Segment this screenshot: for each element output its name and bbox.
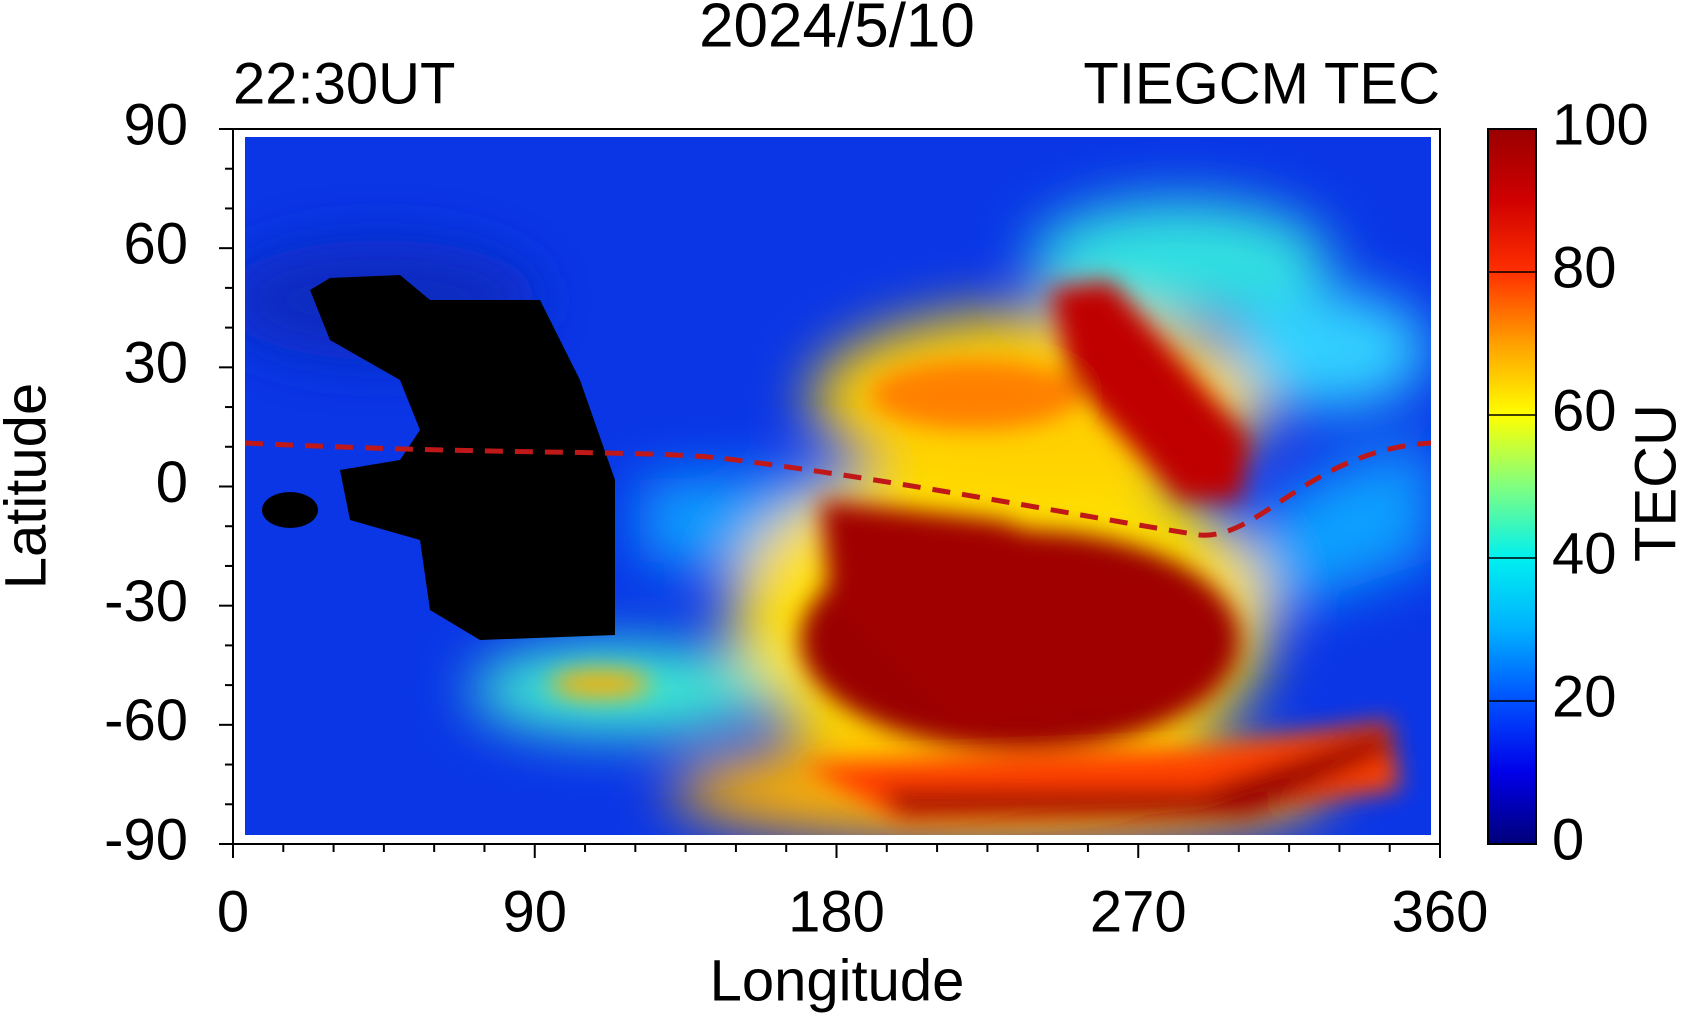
colorbar-tick-label: 100 xyxy=(1552,92,1649,157)
x-tick-label: 90 xyxy=(502,879,567,944)
tec-field xyxy=(245,137,1431,835)
y-tick-label: -30 xyxy=(104,569,188,634)
y-tick-label: 30 xyxy=(123,331,188,396)
colorbar-tick-label: 60 xyxy=(1552,378,1617,443)
y-tick-label: 60 xyxy=(123,211,188,276)
colorbar-tick-label: 40 xyxy=(1552,521,1617,586)
subtitle-right: TIEGCM TEC xyxy=(1083,51,1440,116)
chart-title: 2024/5/10 xyxy=(699,0,975,60)
colorbar-tick-label: 20 xyxy=(1552,664,1617,729)
x-tick-label: 0 xyxy=(217,879,249,944)
x-axis-label: Longitude xyxy=(710,948,965,1013)
y-tick-label: -60 xyxy=(104,688,188,753)
y-tick-label: 0 xyxy=(156,450,188,515)
x-tick-label: 180 xyxy=(788,879,885,944)
colorbar-tick-label: 0 xyxy=(1552,807,1584,872)
colorbar-tick-label: 80 xyxy=(1552,235,1617,300)
y-axis-label: Latitude xyxy=(0,383,58,589)
y-tick-label: 90 xyxy=(123,92,188,157)
x-tick-label: 270 xyxy=(1090,879,1187,944)
subtitle-left: 22:30UT xyxy=(233,51,455,116)
colorbar-label: TECU xyxy=(1623,404,1684,562)
x-tick-label: 360 xyxy=(1392,879,1489,944)
y-tick-label: -90 xyxy=(104,807,188,872)
colorbar xyxy=(1487,128,1537,845)
